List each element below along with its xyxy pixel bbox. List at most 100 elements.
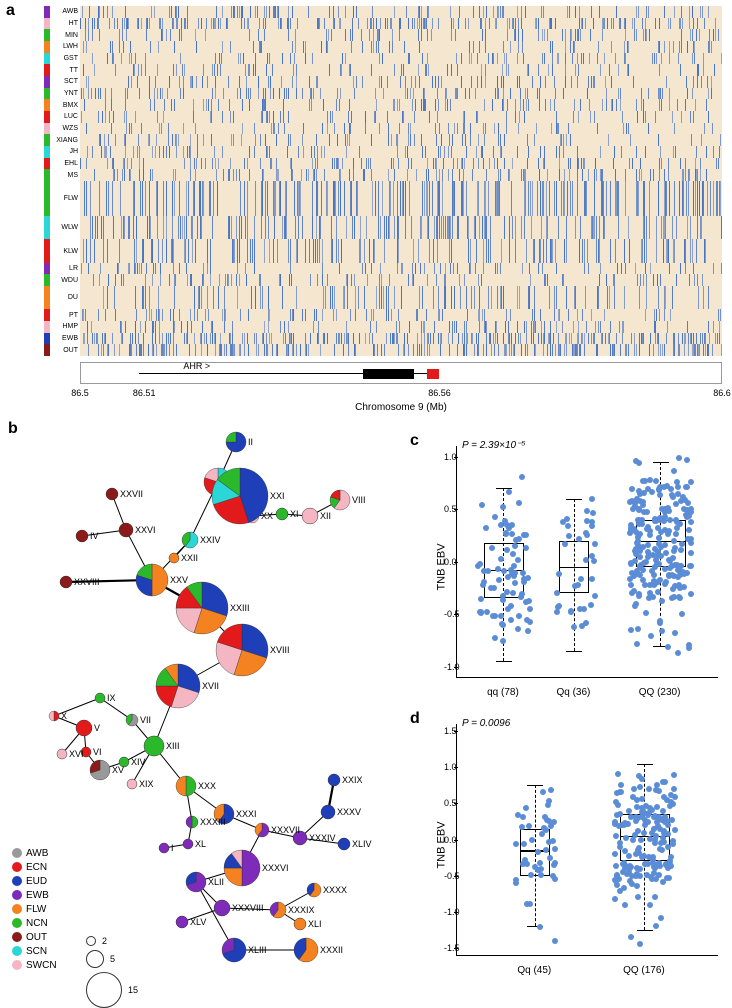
data-point (520, 570, 526, 576)
data-point (520, 814, 526, 820)
data-point (659, 628, 665, 634)
x-tick: 86.5 (71, 388, 89, 398)
data-point (666, 875, 672, 881)
data-point (628, 560, 634, 566)
data-point (515, 557, 521, 563)
row-label: BMX (50, 99, 80, 111)
data-point (627, 863, 633, 869)
data-point (650, 860, 656, 866)
data-point (658, 915, 664, 921)
svg-text:XV: XV (112, 765, 124, 775)
data-point (504, 589, 510, 595)
data-point (638, 837, 644, 843)
row-label: OUT (50, 344, 80, 356)
data-point (478, 609, 484, 615)
x-tick: 86.56 (428, 388, 451, 398)
data-point (659, 506, 665, 512)
x-category: qq (78) (487, 687, 519, 698)
data-point (523, 532, 529, 538)
legend-item: AWB (12, 846, 57, 860)
svg-text:XI: XI (290, 509, 299, 519)
data-point (686, 527, 692, 533)
data-point (631, 526, 637, 532)
svg-text:VIII: VIII (352, 495, 366, 505)
data-point (657, 620, 663, 626)
row-label: GST (50, 53, 80, 65)
data-point (503, 531, 509, 537)
svg-text:XXXV: XXXV (337, 807, 361, 817)
data-point (686, 642, 692, 648)
svg-text:XXVIII: XXVIII (74, 577, 100, 587)
data-point (645, 486, 651, 492)
data-point (627, 878, 633, 884)
data-point (627, 499, 633, 505)
data-point (489, 545, 495, 551)
data-point (658, 840, 664, 846)
data-point (589, 553, 595, 559)
heatmap-row: OUT (44, 344, 722, 356)
row-label: XIANG (50, 134, 80, 146)
data-point (663, 818, 669, 824)
data-point (624, 871, 630, 877)
data-point (546, 798, 552, 804)
data-point (513, 880, 519, 886)
data-point (505, 606, 511, 612)
data-point (684, 457, 690, 463)
data-point (652, 865, 658, 871)
data-point (643, 610, 649, 616)
data-point (499, 621, 505, 627)
svg-text:XXXI: XXXI (236, 809, 257, 819)
data-point (628, 934, 634, 940)
data-point (664, 483, 670, 489)
data-point (612, 851, 618, 857)
data-point (681, 571, 687, 577)
data-point (568, 608, 574, 614)
data-point (550, 873, 556, 879)
data-point (637, 554, 643, 560)
data-point (660, 808, 666, 814)
data-point (544, 817, 550, 823)
data-point (655, 553, 661, 559)
data-point (511, 563, 517, 569)
row-label: LUC (50, 111, 80, 123)
data-point (566, 533, 572, 539)
data-point (661, 830, 667, 836)
heatmap-row: KLW (44, 239, 722, 262)
svg-text:XXIII: XXIII (230, 603, 250, 613)
data-point (656, 535, 662, 541)
data-point (518, 594, 524, 600)
row-label: AWB (50, 6, 80, 18)
svg-text:XXXII: XXXII (320, 945, 343, 955)
data-point (498, 556, 504, 562)
data-point (672, 630, 678, 636)
data-point (511, 571, 517, 577)
data-point (656, 541, 662, 547)
data-point (613, 863, 619, 869)
data-point (552, 860, 558, 866)
row-label: EWB (50, 333, 80, 345)
data-point (679, 541, 685, 547)
svg-text:I: I (171, 843, 174, 853)
data-point (519, 824, 525, 830)
data-point (612, 877, 618, 883)
svg-text:XXXIX: XXXIX (288, 905, 315, 915)
svg-text:XXXIV: XXXIV (309, 833, 336, 843)
data-point (523, 599, 529, 605)
data-point (642, 822, 648, 828)
x-category: QQ (230) (639, 687, 681, 698)
data-point (669, 563, 675, 569)
heatmap-row: XIANG (44, 134, 722, 146)
panel-c-label: c (410, 432, 419, 450)
data-point (649, 568, 655, 574)
data-point (670, 494, 676, 500)
data-point (590, 510, 596, 516)
data-point (543, 847, 549, 853)
data-point (613, 833, 619, 839)
data-point (483, 525, 489, 531)
data-point (637, 784, 643, 790)
data-point (665, 865, 671, 871)
data-point (614, 882, 620, 888)
data-point (688, 536, 694, 542)
x-category: Qq (36) (556, 687, 590, 698)
scatter-area-c (456, 446, 718, 678)
